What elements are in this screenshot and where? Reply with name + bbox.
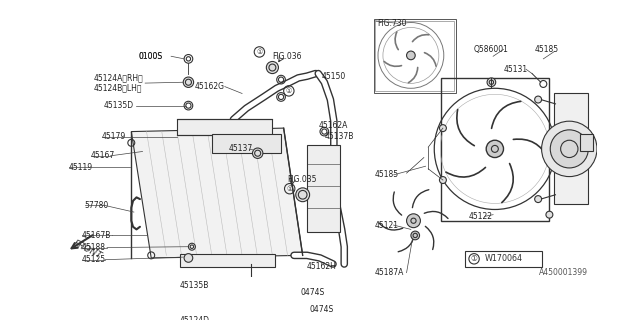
- Circle shape: [440, 177, 446, 183]
- Circle shape: [534, 196, 541, 203]
- Circle shape: [550, 130, 588, 168]
- Text: 45121: 45121: [374, 220, 399, 229]
- Text: 45187A: 45187A: [374, 268, 404, 277]
- Circle shape: [184, 254, 193, 262]
- Text: 0100S: 0100S: [138, 52, 163, 61]
- Text: 45137: 45137: [229, 144, 253, 153]
- Circle shape: [238, 309, 246, 318]
- Text: FRONT: FRONT: [72, 238, 104, 260]
- Text: 45119: 45119: [69, 163, 93, 172]
- Text: 45162H: 45162H: [307, 262, 337, 271]
- Bar: [212, 134, 281, 153]
- Bar: [374, 19, 456, 92]
- Text: W170064: W170064: [484, 254, 522, 263]
- Text: 45162A: 45162A: [318, 121, 348, 130]
- Text: 45124D: 45124D: [180, 316, 210, 320]
- Text: 45185: 45185: [374, 170, 399, 179]
- Text: 45162G: 45162G: [195, 82, 225, 91]
- Text: 45150: 45150: [322, 72, 346, 81]
- Text: 45135B: 45135B: [180, 281, 209, 290]
- Circle shape: [246, 281, 255, 290]
- Text: 45125: 45125: [82, 255, 106, 264]
- Text: 0100S: 0100S: [138, 52, 163, 61]
- Text: 45185: 45185: [534, 45, 559, 54]
- Polygon shape: [131, 128, 303, 258]
- Bar: [465, 251, 541, 267]
- Circle shape: [411, 231, 420, 240]
- Circle shape: [440, 125, 446, 132]
- Text: 45188: 45188: [82, 243, 106, 252]
- Text: 45124A〈RH〉: 45124A〈RH〉: [93, 73, 143, 83]
- Text: 45131: 45131: [504, 65, 527, 74]
- Circle shape: [486, 140, 504, 157]
- Circle shape: [546, 211, 553, 218]
- Circle shape: [298, 307, 307, 316]
- Text: ①: ①: [256, 49, 262, 55]
- Circle shape: [406, 214, 420, 228]
- Text: 57780: 57780: [84, 201, 109, 210]
- Bar: [307, 145, 340, 232]
- Text: 45122: 45122: [469, 212, 493, 221]
- Text: ①: ①: [470, 254, 477, 263]
- Bar: [180, 254, 275, 268]
- Bar: [441, 78, 549, 221]
- Text: Q586001: Q586001: [473, 45, 508, 54]
- Text: ①: ①: [285, 88, 292, 94]
- Bar: [554, 93, 588, 204]
- Circle shape: [487, 78, 496, 87]
- Circle shape: [406, 51, 415, 60]
- Text: 45167B: 45167B: [82, 231, 111, 240]
- Text: FIG.036: FIG.036: [273, 52, 302, 61]
- Text: FIG.730: FIG.730: [377, 19, 406, 28]
- Text: 45137B: 45137B: [324, 132, 354, 141]
- Text: 45124B〈LH〉: 45124B〈LH〉: [93, 84, 141, 93]
- Bar: [177, 119, 273, 135]
- Text: ①: ①: [287, 186, 293, 192]
- Text: 45179: 45179: [102, 132, 126, 141]
- Circle shape: [541, 121, 597, 177]
- Text: 45167: 45167: [91, 151, 115, 160]
- Circle shape: [253, 148, 263, 158]
- Bar: [580, 134, 593, 151]
- Circle shape: [290, 292, 298, 300]
- Text: 0474S: 0474S: [301, 288, 325, 297]
- Circle shape: [296, 188, 310, 202]
- Text: FIG.035: FIG.035: [287, 175, 317, 184]
- Bar: [376, 21, 454, 91]
- Text: 45135D: 45135D: [104, 101, 134, 110]
- Text: A450001399: A450001399: [540, 268, 588, 277]
- Text: 0474S: 0474S: [310, 305, 334, 314]
- Circle shape: [266, 61, 278, 74]
- Circle shape: [183, 77, 194, 87]
- Circle shape: [534, 96, 541, 103]
